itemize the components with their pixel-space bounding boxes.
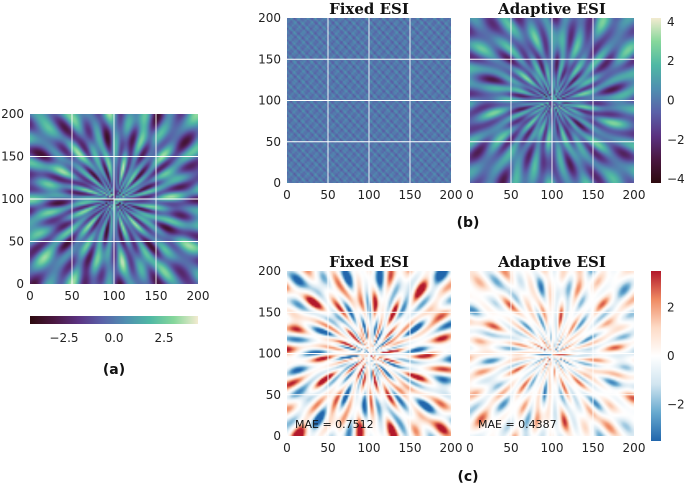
x-tick-label: 100 [541, 188, 564, 202]
x-tick-label: 0 [466, 441, 474, 455]
y-tick-label: 100 [1, 192, 24, 206]
x-tick-label: 150 [145, 289, 168, 303]
label-c: (c) [457, 469, 478, 485]
gridlines-a [30, 114, 198, 284]
title-c1: Fixed ESI [329, 253, 409, 271]
x-tick-label: 100 [358, 441, 381, 455]
colorbar-c [651, 271, 661, 441]
y-tick-label: 0 [273, 176, 281, 190]
y-tick-label: 200 [258, 264, 281, 278]
x-tick-label: 0 [283, 441, 291, 455]
y-tick-label: 150 [1, 150, 24, 164]
y-tick-label: 150 [258, 52, 281, 66]
x-tick-label: 100 [358, 188, 381, 202]
x-ticks-b1: 0 50 100 150 200 [283, 188, 462, 202]
colorbar-tick-label: 0 [667, 94, 675, 108]
x-tick-label: 150 [582, 188, 605, 202]
y-ticks-a: 0 50 100 150 200 [1, 107, 24, 291]
x-tick-label: 100 [541, 441, 564, 455]
x-tick-label: 150 [399, 441, 422, 455]
gridlines-c1 [287, 271, 451, 436]
title-c2: Adaptive ESI [497, 253, 606, 271]
y-tick-label: 200 [258, 11, 281, 25]
x-ticks-c1: 0 50 100 150 200 [283, 441, 462, 455]
y-tick-label: 150 [258, 305, 281, 319]
y-tick-label: 0 [16, 277, 24, 291]
gridlines-b1 [287, 18, 451, 183]
colorbar-tick-label: −2 [667, 133, 685, 147]
mae-c1: MAE = 0.7512 [295, 418, 374, 431]
colorbar-ticks-a: −2.5 0.0 2.5 [49, 331, 173, 345]
colorbar-a [30, 316, 198, 324]
y-tick-label: 50 [9, 235, 24, 249]
x-tick-label: 200 [440, 188, 463, 202]
x-tick-label: 100 [103, 289, 126, 303]
panel-a: 0 50 100 150 200 0 50 100 150 200 −2.5 0.0 2.5 (a) [1, 107, 209, 378]
colorbar-tick-label: −2.5 [49, 331, 78, 345]
label-b: (b) [457, 215, 480, 231]
x-ticks-a: 0 50 100 150 200 [26, 289, 209, 303]
colorbar-tick-label: 2 [667, 54, 675, 68]
gridlines-b2 [470, 18, 634, 183]
x-tick-label: 50 [64, 289, 79, 303]
mae-c2: MAE = 0.4387 [478, 418, 557, 431]
colorbar-tick-label: −4 [667, 172, 685, 186]
colorbar-ticks-b: 4 2 0 −2 −4 [667, 15, 685, 186]
x-ticks-c2: 0 50 100 150 200 [466, 441, 645, 455]
x-ticks-b2: 0 50 100 150 200 [466, 188, 645, 202]
colorbar-tick-label: 0.0 [104, 331, 123, 345]
colorbar-tick-label: 4 [667, 15, 675, 29]
y-tick-label: 100 [258, 94, 281, 108]
title-b1: Fixed ESI [329, 0, 409, 18]
x-tick-label: 150 [582, 441, 605, 455]
colorbar-ticks-c: 2 0 −2 [667, 300, 685, 411]
panel-c: Fixed ESI MAE = 0.7512 0 50 100 150 200 0501… [258, 253, 685, 485]
x-tick-label: 200 [187, 289, 210, 303]
x-tick-label: 50 [320, 441, 335, 455]
colorbar-tick-label: 0 [667, 349, 675, 363]
x-tick-label: 150 [399, 188, 422, 202]
y-tick-label: 0 [273, 429, 281, 443]
y-ticks-b1: 0 50 100 150 200 [258, 11, 281, 190]
x-tick-label: 50 [503, 188, 518, 202]
y-tick-label: 50 [266, 135, 281, 149]
colorbar-tick-label: 2 [667, 300, 675, 314]
y-tick-label: 50 [266, 388, 281, 402]
y-ticks-c1: 0 50 100 150 200 [258, 264, 281, 443]
x-tick-label: 0 [283, 188, 291, 202]
x-tick-label: 200 [623, 441, 646, 455]
gridlines-c2 [470, 271, 634, 436]
y-tick-label: 100 [258, 347, 281, 361]
x-tick-label: 200 [623, 188, 646, 202]
x-tick-label: 0 [26, 289, 34, 303]
colorbar-tick-label: −2 [667, 398, 685, 412]
title-b2: Adaptive ESI [497, 0, 606, 18]
y-tick-label: 200 [1, 107, 24, 121]
colorbar-tick-label: 2.5 [154, 331, 173, 345]
x-tick-label: 200 [440, 441, 463, 455]
x-tick-label: 50 [503, 441, 518, 455]
label-a: (a) [103, 362, 125, 378]
x-tick-label: 50 [320, 188, 335, 202]
colorbar-b [651, 18, 661, 183]
x-tick-label: 0 [466, 188, 474, 202]
